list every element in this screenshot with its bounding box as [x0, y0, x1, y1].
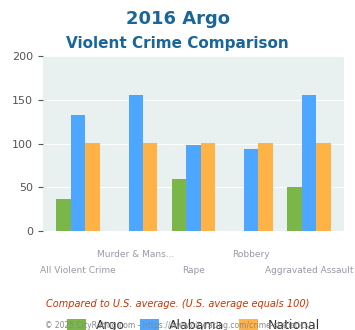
Bar: [201, 143, 215, 231]
Bar: [71, 115, 85, 231]
Bar: [316, 143, 331, 231]
Text: All Violent Crime: All Violent Crime: [40, 266, 116, 275]
Bar: [172, 179, 186, 231]
Bar: [302, 95, 316, 231]
Text: Aggravated Assault: Aggravated Assault: [265, 266, 353, 275]
Text: Murder & Mans...: Murder & Mans...: [97, 250, 174, 259]
Bar: [287, 187, 302, 231]
Text: Robbery: Robbery: [233, 250, 270, 259]
Bar: [129, 95, 143, 231]
Legend: Argo, Alabama, National: Argo, Alabama, National: [62, 314, 325, 330]
Bar: [85, 143, 100, 231]
Bar: [258, 143, 273, 231]
Bar: [244, 149, 258, 231]
Text: © 2025 CityRating.com - https://www.cityrating.com/crime-statistics/: © 2025 CityRating.com - https://www.city…: [45, 321, 310, 330]
Text: 2016 Argo: 2016 Argo: [126, 10, 229, 28]
Text: Violent Crime Comparison: Violent Crime Comparison: [66, 36, 289, 51]
Bar: [143, 143, 157, 231]
Text: Rape: Rape: [182, 266, 205, 275]
Bar: [56, 199, 71, 231]
Bar: [186, 145, 201, 231]
Text: Compared to U.S. average. (U.S. average equals 100): Compared to U.S. average. (U.S. average …: [46, 299, 309, 309]
